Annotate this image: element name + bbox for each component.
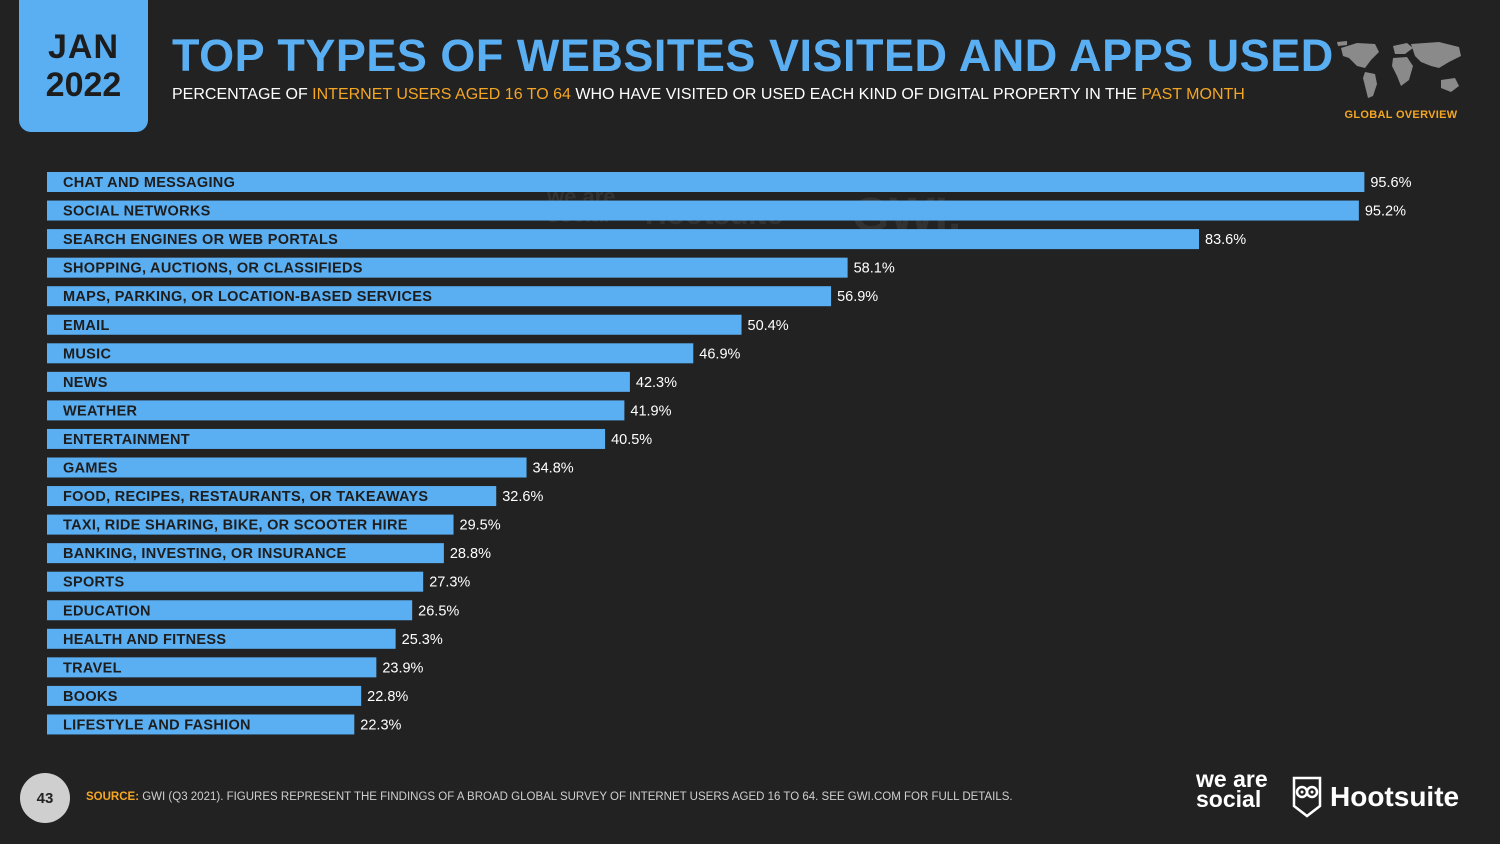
category-label: CHAT AND MESSAGING <box>63 175 235 191</box>
value-label: 26.5% <box>418 603 459 619</box>
bar <box>47 514 454 535</box>
category-label: SPORTS <box>63 575 124 591</box>
badge-year: 2022 <box>45 66 122 104</box>
category-label: NEWS <box>63 375 108 391</box>
bar <box>47 428 606 449</box>
value-label: 23.9% <box>382 660 423 676</box>
category-label: SHOPPING, AUCTIONS, OR CLASSIFIEDS <box>63 261 363 277</box>
category-label: BANKING, INVESTING, OR INSURANCE <box>63 546 347 562</box>
bar <box>47 343 694 364</box>
value-label: 56.9% <box>837 289 878 305</box>
category-label: EMAIL <box>63 318 110 334</box>
category-label: MAPS, PARKING, OR LOCATION-BASED SERVICE… <box>63 289 432 305</box>
hootsuite-owl-icon <box>1292 776 1322 818</box>
bar <box>47 172 1365 192</box>
category-label: TRAVEL <box>63 660 122 676</box>
subtitle-highlight-1: INTERNET USERS AGED 16 TO 64 <box>312 86 571 103</box>
value-label: 34.8% <box>533 461 574 477</box>
we-are-social-logo-text: we are social <box>1196 766 1268 812</box>
bar <box>47 257 848 278</box>
bar <box>47 600 413 621</box>
bar <box>47 543 444 564</box>
value-label: 42.3% <box>636 375 677 391</box>
value-label: 22.8% <box>367 689 408 705</box>
value-label: 40.5% <box>611 432 652 448</box>
category-label: EDUCATION <box>63 603 151 619</box>
bar <box>47 657 377 678</box>
value-label: 32.6% <box>502 489 543 505</box>
date-badge: JAN 2022 <box>19 0 148 132</box>
value-label: 29.5% <box>460 518 501 534</box>
value-label: 58.1% <box>854 261 895 277</box>
value-label: 27.3% <box>429 575 470 591</box>
bar <box>47 685 362 706</box>
category-label: MUSIC <box>63 346 111 362</box>
bar <box>47 628 396 649</box>
region-label: GLOBAL OVERVIEW <box>1344 109 1458 121</box>
badge-month: JAN <box>47 28 120 66</box>
subtitle-highlight-2: PAST MONTH <box>1141 86 1245 103</box>
category-label: TAXI, RIDE SHARING, BIKE, OR SCOOTER HIR… <box>63 518 408 534</box>
category-label: FOOD, RECIPES, RESTAURANTS, OR TAKEAWAYS <box>63 489 428 505</box>
bar <box>47 286 832 307</box>
world-map-icon <box>1337 41 1461 98</box>
value-label: 50.4% <box>748 318 789 334</box>
source-label: SOURCE: <box>86 791 140 803</box>
value-label: 28.8% <box>450 546 491 562</box>
source-text: GWI (Q3 2021). FIGURES REPRESENT THE FIN… <box>139 791 1013 803</box>
category-label: GAMES <box>63 461 118 477</box>
page-number: 43 <box>20 773 70 823</box>
bar <box>47 714 355 735</box>
value-label: 22.3% <box>360 717 401 733</box>
category-label: ENTERTAINMENT <box>63 432 190 448</box>
category-label: WEATHER <box>63 403 138 419</box>
category-label: SOCIAL NETWORKS <box>63 204 211 220</box>
bar <box>47 571 424 592</box>
value-label: 95.2% <box>1365 204 1406 220</box>
bar <box>47 229 1200 250</box>
category-label: SEARCH ENGINES OR WEB PORTALS <box>63 232 338 248</box>
category-label: BOOKS <box>63 689 118 705</box>
we-are-social-logo: we are social <box>1196 768 1276 810</box>
value-label: 46.9% <box>699 346 740 362</box>
bar <box>47 486 497 507</box>
hootsuite-logo: Hootsuite <box>1292 776 1459 818</box>
value-label: 83.6% <box>1205 232 1246 248</box>
source-note: SOURCE: GWI (Q3 2021). FIGURES REPRESENT… <box>86 791 1013 803</box>
subtitle-text-1: PERCENTAGE OF <box>172 86 313 103</box>
bar <box>47 200 1359 221</box>
hootsuite-logo-text: Hootsuite <box>1330 781 1460 812</box>
bar <box>47 314 742 335</box>
bar <box>47 400 625 421</box>
subtitle-text-2: WHO HAVE VISITED OR USED EACH KIND OF DI… <box>570 86 1142 103</box>
bar <box>47 371 630 392</box>
category-label: HEALTH AND FITNESS <box>63 632 226 648</box>
value-label: 41.9% <box>630 403 671 419</box>
bar <box>47 457 527 478</box>
page-subtitle: PERCENTAGE OF INTERNET USERS AGED 16 TO … <box>172 86 1245 104</box>
category-label: LIFESTYLE AND FASHION <box>63 717 251 733</box>
value-label: 25.3% <box>402 632 443 648</box>
page-title: TOP TYPES OF WEBSITES VISITED AND APPS U… <box>172 30 1334 81</box>
value-label: 95.6% <box>1370 175 1411 191</box>
